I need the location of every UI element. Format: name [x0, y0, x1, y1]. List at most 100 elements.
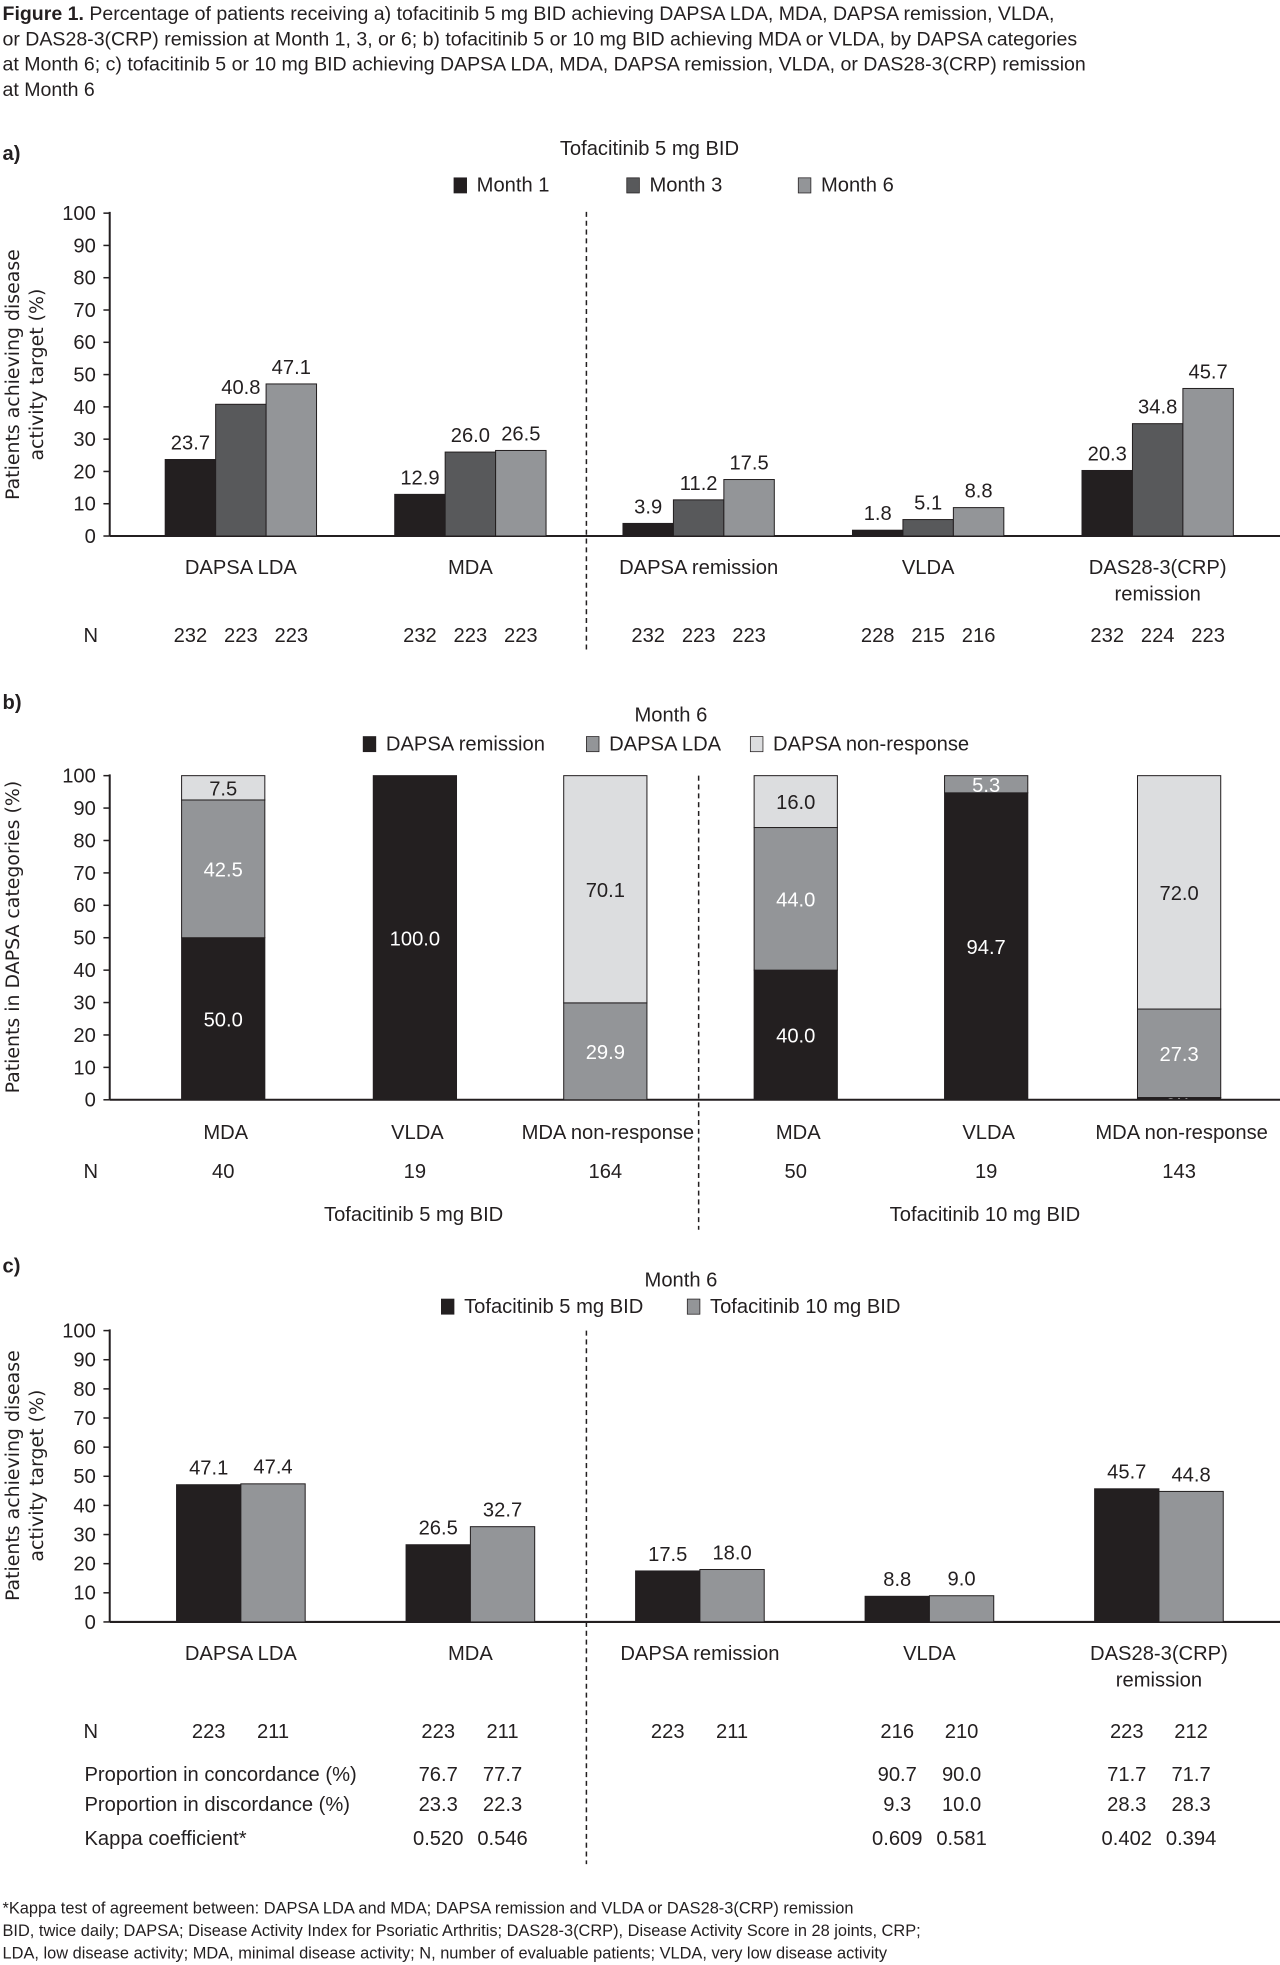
n-value: 224	[1141, 625, 1175, 647]
y-axis-label: Patients achieving disease	[2, 249, 24, 500]
table-value: 0.581	[936, 1828, 986, 1850]
legend-label: Month 1	[477, 175, 550, 197]
y-tick-label: 80	[73, 268, 95, 290]
y-tick-label: 30	[73, 992, 95, 1014]
bar-segment	[372, 775, 458, 1101]
n-value: 223	[1191, 625, 1225, 647]
n-value: 223	[454, 625, 488, 647]
n-value: 216	[962, 625, 996, 647]
bar-segment	[944, 792, 1029, 1101]
y-tick-label: 80	[73, 1379, 95, 1401]
n-value: 143	[1162, 1161, 1196, 1183]
footnote-3: LDA, low disease activity; MDA, minimal …	[3, 1945, 888, 1963]
y-tick-label: 30	[73, 429, 95, 451]
n-value: 223	[421, 1721, 455, 1743]
table-row-label: Proportion in concordance (%)	[84, 1764, 356, 1786]
n-value: 223	[682, 625, 716, 647]
footnote-2: BID, twice daily; DAPSA; Disease Activit…	[3, 1922, 921, 1940]
y-tick-label: 100	[62, 203, 96, 225]
y-tick-label: 100	[62, 766, 96, 788]
n-value: 223	[224, 625, 258, 647]
y-tick-label: 30	[73, 1524, 95, 1546]
category-label: MDA	[203, 1122, 248, 1144]
y-tick-label: 10	[73, 494, 95, 516]
bar	[672, 499, 725, 537]
bar-value-label: 47.1	[189, 1458, 228, 1480]
legend-swatch	[797, 177, 812, 194]
bar-value-label: 9.0	[948, 1569, 976, 1591]
n-value: 232	[403, 625, 437, 647]
category-label: remission	[1115, 583, 1201, 605]
y-tick-label: 60	[73, 895, 95, 917]
bar-segment	[753, 969, 838, 1101]
n-value: 223	[274, 625, 308, 647]
bar	[444, 451, 497, 537]
panel-label: c)	[3, 1256, 21, 1278]
n-value: 211	[486, 1721, 518, 1743]
category-label: DAS28-3(CRP)	[1090, 1643, 1228, 1665]
y-tick-label: 0	[85, 526, 96, 548]
figure-caption: Figure 1. Percentage of patients receivi…	[3, 3, 1086, 101]
legend-label: Month 6	[821, 175, 894, 197]
bar	[394, 493, 446, 537]
group-label: Tofacitinib 10 mg BID	[890, 1204, 1080, 1226]
n-value: 232	[1090, 625, 1124, 647]
legend-swatch	[586, 736, 600, 753]
chart-title: Month 6	[634, 704, 707, 726]
n-value: 223	[192, 1721, 226, 1743]
legend-label: Month 3	[649, 175, 722, 197]
n-value: 228	[861, 625, 895, 647]
n-value: 211	[257, 1721, 289, 1743]
table-value: 0.546	[477, 1828, 527, 1850]
bar-value-label: 1.8	[864, 503, 892, 525]
n-value: 223	[651, 1721, 685, 1743]
y-tick-label: 20	[73, 1025, 95, 1047]
category-label: MDA non-response	[522, 1122, 695, 1144]
n-value: 164	[589, 1161, 623, 1183]
n-value: 19	[404, 1161, 426, 1183]
panel-label: a)	[3, 143, 21, 165]
y-tick-label: 70	[73, 300, 95, 322]
table-row-label: Proportion in discordance (%)	[84, 1794, 350, 1816]
legend-label: DAPSA non-response	[773, 733, 969, 755]
n-value: 232	[174, 625, 208, 647]
segment-value-label: 27.3	[1159, 1044, 1198, 1066]
segment-value-label: 72.0	[1159, 883, 1198, 905]
category-label: DAPSA remission	[620, 1643, 779, 1665]
bar	[265, 383, 318, 537]
bar	[405, 1544, 471, 1623]
bar	[699, 1568, 765, 1623]
bar-value-label: 8.8	[965, 481, 993, 503]
bar	[902, 519, 954, 537]
bar	[176, 1484, 242, 1623]
n-value: 19	[975, 1161, 997, 1183]
bar-value-label: 26.5	[419, 1518, 458, 1540]
caption-text: Percentage of patients receiving a) tofa…	[89, 3, 1054, 25]
segment-value-label: 44.0	[776, 889, 815, 911]
segment-value-label: 7.5	[209, 778, 237, 800]
bar-value-label: 47.4	[253, 1457, 292, 1479]
bar-value-label: 26.0	[451, 425, 490, 447]
panel-label: b)	[3, 692, 22, 714]
bar-segment	[1136, 1008, 1222, 1099]
n-value: 210	[945, 1721, 979, 1743]
category-label: MDA	[448, 557, 493, 579]
caption-line-4: at Month 6	[3, 79, 95, 101]
bar-value-label: 3.9	[634, 496, 662, 518]
bar	[164, 458, 217, 537]
y-tick-label: 70	[73, 863, 95, 885]
caption-bold: Figure 1.	[3, 3, 84, 25]
table-value: 23.3	[419, 1794, 458, 1816]
bar-value-label: 18.0	[712, 1542, 751, 1564]
bar	[1158, 1490, 1224, 1623]
segment-value-label: 100.0	[390, 928, 440, 950]
bar-segment	[181, 799, 266, 939]
y-tick-label: 10	[73, 1057, 95, 1079]
y-axis-label: activity target (%)	[26, 289, 48, 461]
bar-segment	[1136, 775, 1222, 1010]
y-tick-label: 50	[73, 365, 95, 387]
category-label: DAPSA LDA	[185, 1643, 298, 1665]
n-row-label: N	[84, 1721, 99, 1743]
